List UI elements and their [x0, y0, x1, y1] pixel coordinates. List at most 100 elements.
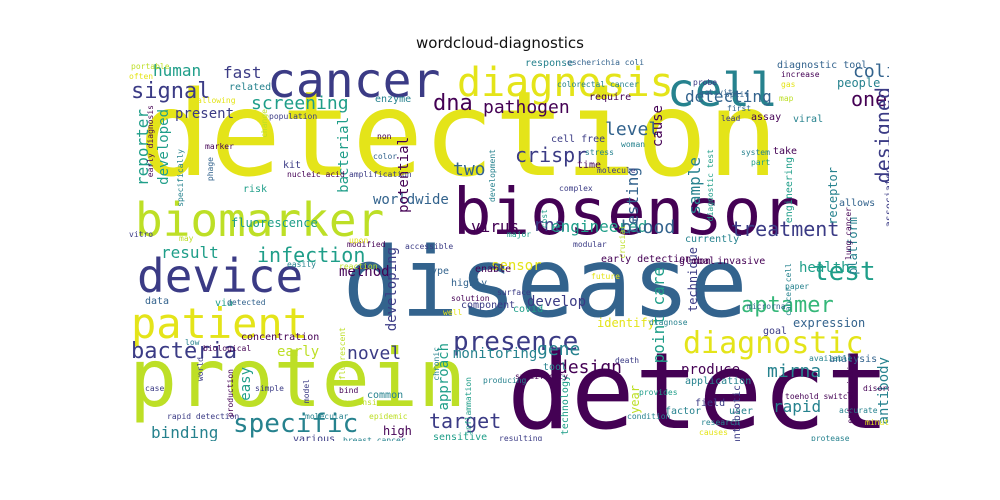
cloud-word: provides [639, 388, 678, 397]
cloud-word: available [809, 354, 853, 363]
cloud-word: diagnostic [683, 326, 864, 361]
cloud-word: fast [223, 63, 262, 82]
cloud-word: gene [537, 339, 581, 360]
cloud-word: epidemic [369, 412, 408, 421]
cloud-word: enable [475, 264, 512, 275]
cloud-word: application [685, 376, 752, 387]
cloud-word: disease [343, 227, 748, 339]
cloud-word: future [591, 272, 620, 281]
cloud-word: molecular [305, 412, 349, 421]
cloud-word: identify [597, 316, 655, 330]
cloud-word: blood [621, 217, 676, 238]
cloud-word: coli [853, 61, 889, 82]
cloud-word: portable [131, 62, 170, 71]
cloud-word: goal [763, 326, 788, 337]
cloud-word: diagnostic test [706, 149, 715, 222]
cloud-word: easy [238, 367, 254, 401]
cloud-word: user [729, 406, 754, 417]
cloud-word: cancer cell [784, 263, 793, 316]
cloud-word: treatment [731, 217, 840, 241]
cloud-word: solution [451, 294, 490, 303]
cloud-word: lung cancer [844, 207, 853, 260]
cloud-word: receptor [826, 167, 840, 225]
cloud-word: allows [839, 198, 876, 209]
cloud-word: well [443, 308, 463, 317]
wordcloud-canvas: detection disease detect protein biosensor bi… [127, 57, 889, 441]
cloud-word: producing [483, 376, 527, 385]
cloud-word: technology [560, 375, 571, 436]
cloud-word: case [145, 384, 165, 393]
cloud-word: take [773, 146, 798, 157]
cloud-word: map [779, 94, 794, 103]
cloud-word: early [277, 344, 320, 360]
cloud-word: detection [139, 65, 779, 203]
cloud-word: surface [497, 288, 531, 297]
cloud-word: time [577, 160, 602, 171]
cloud-word: microrna [747, 302, 786, 311]
cloud-word: diagnostic tool [777, 60, 868, 71]
cloud-word: bacterial [336, 117, 352, 193]
cloud-word: probe [693, 78, 718, 87]
cloud-word: cancer [267, 57, 441, 109]
cloud-word: vitro [129, 230, 154, 239]
cloud-word: via [215, 298, 234, 309]
cloud-word: require [589, 92, 632, 103]
cloud-word: people [837, 76, 881, 90]
cloud-word: accurate [839, 406, 878, 415]
cloud-word: detect [507, 330, 889, 442]
cloud-word: worldwide [373, 192, 449, 208]
cloud-word: health [799, 260, 850, 276]
cloud-word: developing [384, 247, 400, 332]
cloud-word: world [196, 357, 205, 382]
cloud-word: test [813, 257, 876, 287]
cloud-word: specificity [515, 372, 568, 381]
cloud-word: sensitive [433, 432, 488, 442]
cloud-word: paper [785, 282, 810, 291]
cloud-word: toehold switch [785, 392, 853, 401]
cloud-word: crucial [618, 225, 627, 259]
cloud-word: simple [255, 384, 284, 393]
cloud-word: highly [451, 278, 488, 289]
cloud-word: low [185, 338, 200, 347]
cloud-word: bacteria [131, 339, 237, 364]
cloud-word: causes [699, 428, 728, 437]
cloud-word: major [507, 230, 532, 239]
cloud-word: breast cancer [343, 436, 406, 442]
cloud-word: detected [227, 298, 266, 307]
cloud-word: tool [543, 362, 568, 373]
cloud-word: often [129, 72, 154, 81]
cloud-word: activity [699, 88, 738, 97]
cloud-word: produce [681, 362, 741, 378]
cloud-word: one [851, 87, 888, 111]
cloud-word: molecule [597, 166, 636, 175]
cloud-word: expensive [343, 398, 387, 407]
cloud-word: viral [793, 114, 824, 125]
cloud-word: fluorescence [231, 216, 318, 230]
cloud-word: type [425, 266, 450, 277]
cloud-word: kit [283, 160, 302, 171]
cloud-word: gas [781, 80, 796, 89]
cloud-word: analysis [829, 354, 878, 365]
cloud-word: pathogen [483, 97, 570, 118]
cloud-word: population [269, 112, 318, 121]
cloud-word: factor [665, 406, 702, 417]
cloud-word: woman [621, 140, 646, 149]
cloud-word: concentration [241, 332, 320, 343]
cloud-word: split [725, 90, 750, 99]
cloud-word: sample [685, 157, 704, 215]
cloud-word: present [175, 106, 235, 122]
cloud-word: endometriosis [846, 361, 855, 424]
cloud-word: production [226, 369, 235, 418]
cloud-word: dna [433, 91, 473, 116]
cloud-word: novel [347, 343, 402, 364]
cloud-word: various [293, 434, 336, 442]
cloud-word: specifically [176, 149, 185, 207]
cloud-word: engineering [784, 157, 795, 224]
cloud-word: rapid [773, 397, 822, 416]
cloud-word: resulting [499, 434, 543, 442]
cloud-word: risk [243, 184, 268, 195]
cloud-word: early diagnosis [146, 105, 155, 178]
cloud-word: data [145, 296, 170, 307]
cloud-word: covid [513, 304, 544, 315]
cloud-word: condition [627, 412, 671, 421]
